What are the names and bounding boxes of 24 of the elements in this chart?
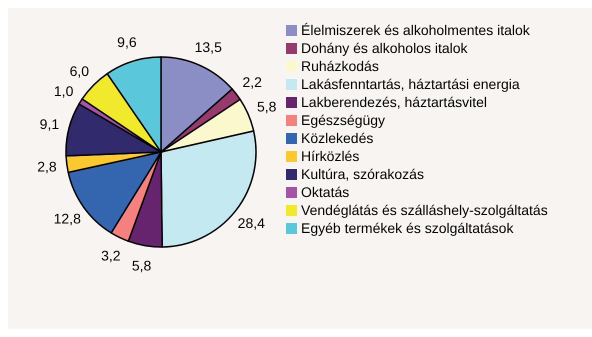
legend-label: Oktatás	[301, 184, 350, 200]
legend-label: Kultúra, szórakozás	[301, 166, 424, 182]
data-label: 2,8	[37, 158, 57, 175]
legend-label: Dohány és alkoholos italok	[301, 40, 468, 56]
data-label: 2,2	[242, 74, 262, 90]
data-label: 9,6	[117, 34, 137, 50]
legend-label: Lakberendezés, háztartásvitel	[301, 94, 487, 110]
legend-label: Vendéglátás és szálláshely-szolgáltatás	[301, 202, 548, 218]
legend-label: Egyéb termékek és szolgáltatások	[301, 220, 514, 236]
data-label: 28,4	[238, 215, 266, 232]
data-label: 5,8	[256, 98, 277, 115]
data-label: 6,0	[70, 63, 90, 80]
legend-label: Hírközlés	[301, 148, 360, 164]
data-label: 3,2	[101, 247, 121, 264]
data-label: 9,1	[40, 116, 60, 132]
data-label: 1,0	[54, 82, 74, 99]
data-label: 5,8	[132, 257, 152, 274]
legend-label: Lakásfenntartás, háztartási energia	[301, 76, 520, 92]
legend-label: Élelmiszerek és alkoholmentes italok	[301, 22, 530, 38]
legend-label: Egészségügy	[301, 112, 386, 128]
legend-label: Ruházkodás	[301, 58, 379, 74]
legend-label: Közlekedés	[301, 130, 374, 146]
data-label: 13,5	[194, 39, 222, 56]
data-label: 12,8	[54, 210, 82, 227]
